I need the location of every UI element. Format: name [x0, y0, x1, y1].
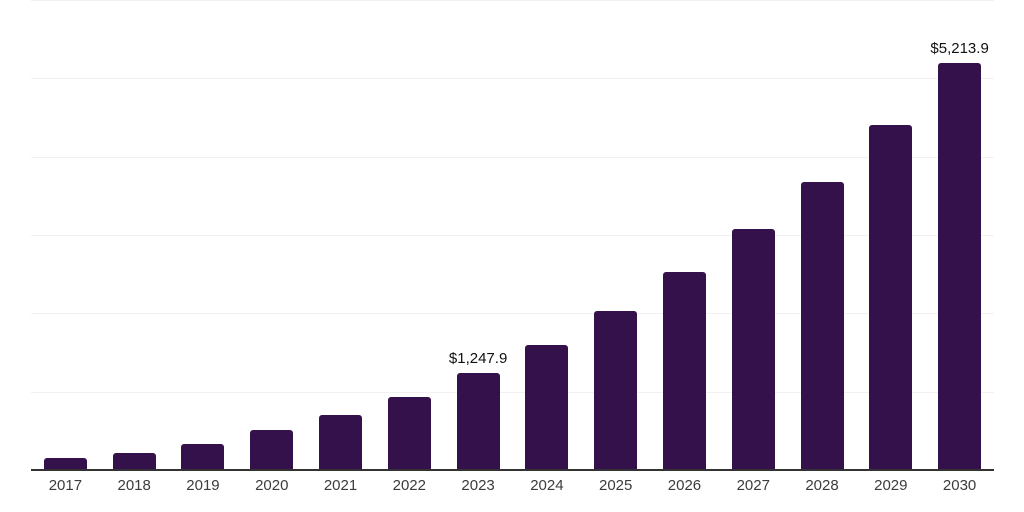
- x-tick-2025: 2025: [598, 477, 633, 494]
- x-tick-2026: 2026: [667, 477, 702, 494]
- bar-2018: [112, 452, 156, 471]
- bar-2022: [387, 396, 431, 471]
- gridline-4000: [31, 156, 994, 158]
- bar-2024: [525, 344, 569, 471]
- bar-2019: [181, 444, 225, 471]
- gridline-5000: [31, 78, 994, 80]
- x-tick-2021: 2021: [323, 477, 358, 494]
- data-label-2030: $5,213.9: [930, 39, 989, 57]
- x-tick-2019: 2019: [186, 477, 220, 494]
- gridline-6000: [31, 0, 994, 1]
- gridline-1000: [31, 391, 994, 393]
- bar-2030: [938, 62, 982, 471]
- plot-area: $1,247.9 $5,213.9: [31, 0, 994, 471]
- bar-2017: [43, 458, 87, 471]
- bar-2026: [662, 271, 706, 471]
- x-tick-2023: 2023: [461, 477, 495, 494]
- bar-2025: [594, 311, 638, 471]
- bar-2027: [731, 229, 775, 471]
- data-label-2023: $1,247.9: [448, 350, 508, 368]
- x-tick-2018: 2018: [117, 477, 151, 494]
- gridline-2000: [31, 313, 994, 315]
- x-tick-2028: 2028: [805, 477, 839, 494]
- bar-2023: [456, 373, 500, 471]
- x-tick-2030: 2030: [942, 477, 977, 494]
- bar-2029: [869, 124, 913, 471]
- x-tick-2029: 2029: [874, 477, 908, 494]
- x-tick-2017: 2017: [48, 477, 83, 494]
- bar-2020: [250, 429, 294, 471]
- x-tick-2022: 2022: [392, 477, 426, 494]
- bar-2028: [800, 181, 844, 471]
- x-tick-2027: 2027: [736, 477, 770, 494]
- gridline-3000: [31, 235, 994, 236]
- x-axis-line: [31, 469, 994, 471]
- bar-2021: [319, 415, 363, 471]
- x-axis-tick-labels: 2017 2018 2019 2020 2021 2022 2023 2024 2025 2026…: [31, 477, 994, 501]
- x-tick-2020: 2020: [255, 477, 289, 494]
- x-tick-2024: 2024: [530, 477, 564, 494]
